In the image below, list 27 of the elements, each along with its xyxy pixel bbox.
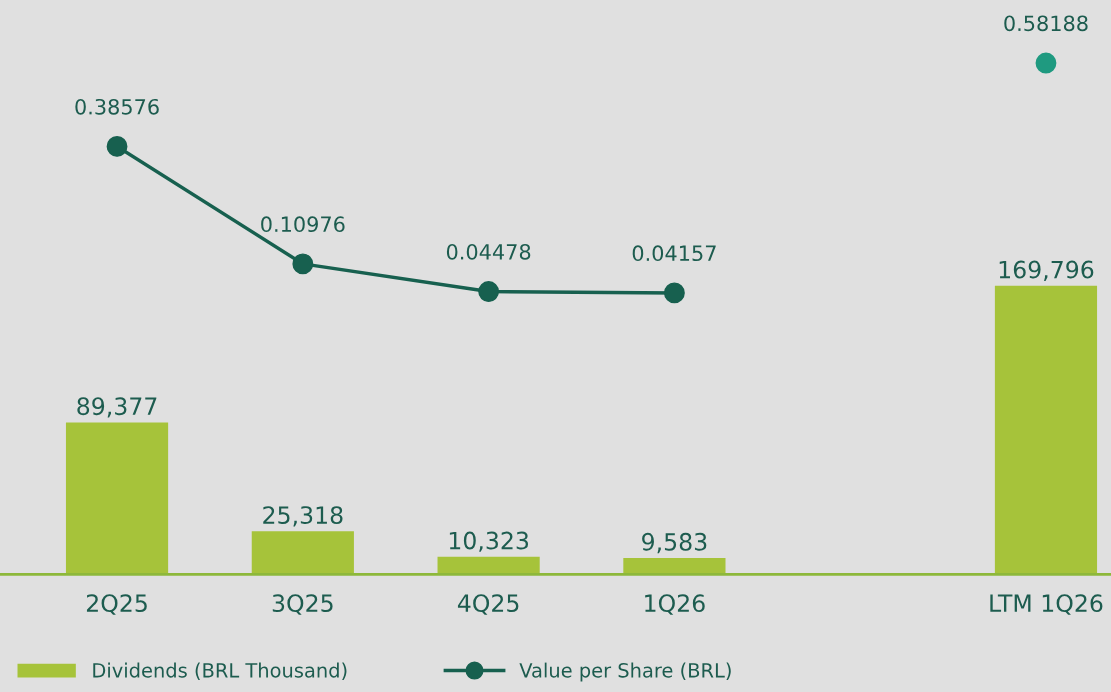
data-label: 0.10976 — [261, 216, 345, 233]
data-label: 25,318 — [263, 506, 343, 527]
x-tick-label: LTM 1Q26 — [990, 594, 1103, 615]
data-label: 0.04478 — [446, 243, 531, 260]
data-label: 169,796 — [999, 260, 1094, 281]
x-tick-label: 3Q25 — [272, 594, 333, 615]
data-label: 89,377 — [77, 397, 157, 418]
point — [292, 253, 314, 275]
bar — [251, 531, 354, 575]
legend-label: Value per Share (BRL) — [519, 662, 731, 682]
data-label: 0.58188 — [1004, 15, 1088, 32]
x-tick-label: 1Q26 — [645, 594, 705, 615]
point — [663, 282, 685, 304]
bar — [994, 285, 1098, 575]
data-label: 9,583 — [642, 532, 707, 554]
x-tick-label: 4Q25 — [457, 594, 519, 615]
x-tick-label: 2Q25 — [86, 594, 147, 615]
bar — [65, 422, 169, 575]
data-label: 10,323 — [449, 531, 529, 552]
legend-label: Dividends (BRL Thousand) — [93, 662, 347, 680]
point — [106, 136, 128, 157]
point — [478, 281, 500, 302]
bar — [623, 558, 726, 575]
data-label: 0.04157 — [632, 245, 716, 262]
bar — [437, 556, 540, 575]
data-label: 0.38576 — [75, 98, 159, 115]
point — [1035, 52, 1057, 74]
